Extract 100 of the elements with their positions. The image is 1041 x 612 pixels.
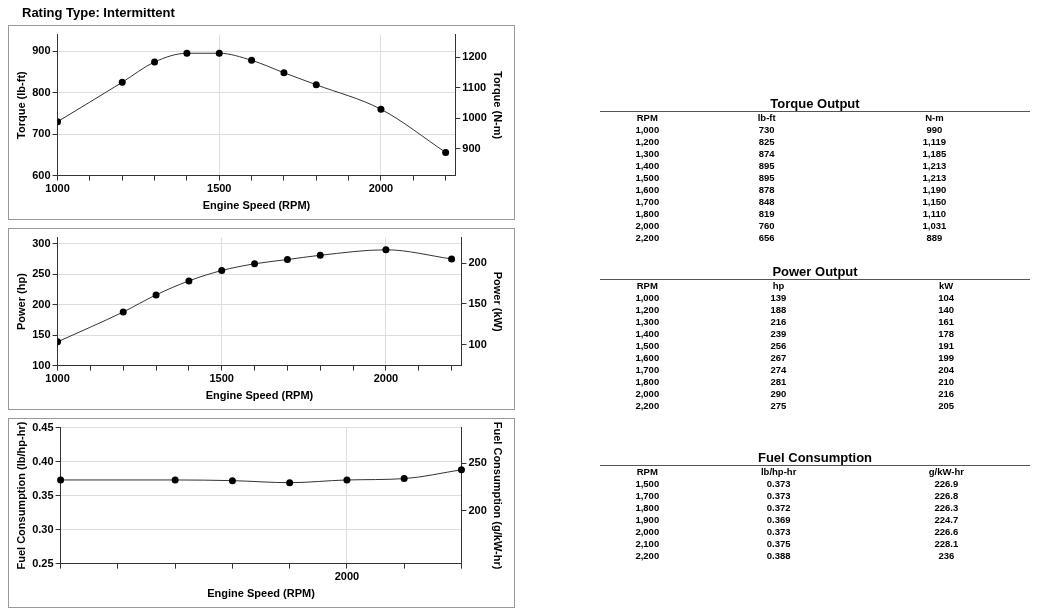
data-label: 848 <box>757 196 776 208</box>
y-tick-label: 900 <box>32 44 51 57</box>
y-tick-label: 2,000 <box>634 526 661 538</box>
data-label: 256 <box>769 340 788 352</box>
data-label: 1,031 <box>921 220 948 232</box>
y-tick-label: 2,000 <box>634 220 661 232</box>
chart-title: Rating Type: Intermittent <box>22 5 175 20</box>
x-tick-label: 1500 <box>207 182 232 195</box>
y-tick-label: 1,700 <box>634 490 661 502</box>
y-tick-label: 0.45 <box>32 420 54 433</box>
data-label: 895 <box>757 160 776 172</box>
y2-tick-label: 1200 <box>462 50 487 63</box>
data-label: 275 <box>769 400 788 412</box>
y-axis-title: RPM <box>635 280 659 292</box>
data-label: 205 <box>937 400 956 412</box>
y-tick-label: 2,100 <box>634 538 661 550</box>
data-label: 236 <box>937 550 956 562</box>
y-tick-label: 600 <box>32 168 51 181</box>
data-label: 0.373 <box>765 526 792 538</box>
y-tick-label: 2,200 <box>634 550 661 562</box>
y2-tick-label: 200 <box>468 256 487 269</box>
y-axis-title: Fuel Consumption (lb/hp-hr) <box>14 421 27 570</box>
data-label: 140 <box>937 304 956 316</box>
y2-axis-title: Torque (N-m) <box>492 70 505 140</box>
y-axis-title: RPM <box>635 112 659 124</box>
y-axis-title: Power (hp) <box>14 272 27 331</box>
y-tick-label: 1,300 <box>634 316 661 328</box>
y-tick-label: 1,700 <box>634 196 661 208</box>
y-tick-label: 2,200 <box>634 232 661 244</box>
data-label: 0.372 <box>765 502 792 514</box>
x-axis-title: Engine Speed (RPM) <box>205 389 314 402</box>
y-tick-label: 1,900 <box>634 514 661 526</box>
data-label: 274 <box>769 364 788 376</box>
y-tick-label: 1,800 <box>634 502 661 514</box>
x-tick-label: N-m <box>924 112 945 124</box>
data-label: 226.9 <box>933 478 960 490</box>
chart-title: Power Output <box>600 264 1030 280</box>
y-tick-label: 1,000 <box>634 124 661 136</box>
x-axis-title: Engine Speed (RPM) <box>207 587 316 600</box>
data-label: 990 <box>925 124 944 136</box>
y-tick-label: 800 <box>32 85 51 98</box>
data-label: 1,185 <box>921 148 948 160</box>
data-label: 1,213 <box>921 160 948 172</box>
data-label: 226.3 <box>933 502 960 514</box>
y2-tick-label: 250 <box>468 456 487 469</box>
data-label: 161 <box>937 316 956 328</box>
y2-tick-label: 900 <box>462 142 481 155</box>
y-tick-label: 300 <box>32 236 51 249</box>
x-tick-label: lb/hp-hr <box>760 466 798 478</box>
y-tick-label: 1,200 <box>634 304 661 316</box>
data-label: 825 <box>757 136 776 148</box>
y-tick-label: 1,300 <box>634 148 661 160</box>
y-tick-label: 700 <box>32 127 51 140</box>
data-label: 228.1 <box>933 538 960 550</box>
data-label: 760 <box>757 220 776 232</box>
data-label: 0.369 <box>765 514 792 526</box>
x-tick-label: kW <box>938 280 955 292</box>
data-label: 224.7 <box>933 514 960 526</box>
x-tick-label: 2000 <box>368 182 394 195</box>
data-label: 210 <box>937 376 956 388</box>
y-tick-label: 0.35 <box>32 488 54 501</box>
x-tick-label: 1500 <box>209 372 234 385</box>
data-label: 0.373 <box>765 490 792 502</box>
y2-tick-label: 100 <box>468 337 487 350</box>
data-label: 878 <box>757 184 776 196</box>
y-tick-label: 1,500 <box>634 340 661 352</box>
data-label: 895 <box>757 172 776 184</box>
data-label: 0.373 <box>765 478 792 490</box>
data-label: 1,110 <box>921 208 947 220</box>
y-tick-label: 1,500 <box>634 172 661 184</box>
data-label: 239 <box>769 328 788 340</box>
data-label: 290 <box>769 388 788 400</box>
data-label: 178 <box>937 328 956 340</box>
x-tick-label: lb-ft <box>756 112 777 124</box>
data-label: 226.6 <box>933 526 960 538</box>
y-tick-label: 1,400 <box>634 160 661 172</box>
y-tick-label: 2,000 <box>634 388 661 400</box>
data-label: 226.8 <box>933 490 960 502</box>
y2-tick-label: 200 <box>468 503 487 516</box>
y-tick-label: 0.40 <box>32 454 54 467</box>
data-label: 191 <box>937 340 956 352</box>
y-tick-label: 1,000 <box>634 292 661 304</box>
data-label: 1,213 <box>921 172 948 184</box>
data-label: 188 <box>769 304 788 316</box>
y-tick-label: 250 <box>32 267 51 280</box>
y-tick-label: 150 <box>32 328 51 341</box>
data-label: 656 <box>757 232 776 244</box>
data-label: 819 <box>757 208 776 220</box>
x-tick-label: g/kW-hr <box>927 466 965 478</box>
y-axis-title: RPM <box>635 466 659 478</box>
x-axis-title: Engine Speed (RPM) <box>202 199 311 212</box>
data-label: 267 <box>769 352 788 364</box>
y-tick-label: 0.30 <box>32 522 54 535</box>
y-tick-label: 1,600 <box>634 352 661 364</box>
data-label: 1,150 <box>921 196 948 208</box>
data-label: 889 <box>925 232 944 244</box>
data-label: 204 <box>937 364 956 376</box>
y-axis-title: Torque (lb-ft) <box>14 70 27 139</box>
y-tick-label: 0.25 <box>32 556 54 569</box>
y2-axis-title: Power (kW) <box>492 271 505 332</box>
